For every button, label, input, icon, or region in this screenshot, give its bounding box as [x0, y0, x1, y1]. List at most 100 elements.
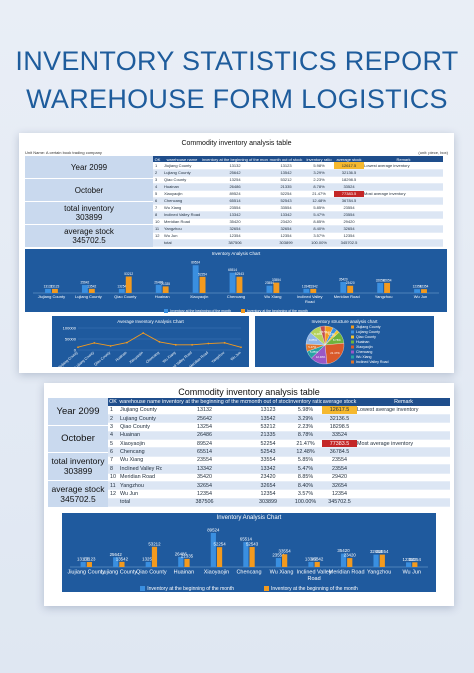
cell-avg: 23554	[322, 464, 357, 474]
cell-out: 21335	[268, 183, 304, 191]
bar-value-label: 35420	[339, 278, 348, 282]
cell-avg: 29420	[334, 218, 364, 226]
table-header-zoom: OK warehouse name inventory at the beginni…	[108, 398, 450, 406]
cell-remark	[357, 481, 450, 491]
x-tick-label: Road	[305, 299, 315, 304]
cell-begin: 32654	[162, 481, 247, 491]
legend-item-a-zoom: Inventory at the beginning of the month	[140, 586, 234, 592]
bar-chart-legend: Inventory at the beginning of the month …	[25, 309, 447, 314]
bar-value-label: 32654	[370, 549, 383, 554]
cell-out: 13123	[247, 406, 289, 415]
bar	[192, 265, 199, 293]
cell-ok: 2	[153, 169, 162, 177]
sheet-preview-zoom: Commodity inventory analysis table Year …	[44, 383, 454, 606]
bar-value-label: 21335	[181, 553, 194, 558]
cell-out: 23420	[268, 218, 304, 226]
cell-out: 33554	[247, 456, 289, 466]
cell-ratio: 3.57%	[289, 489, 322, 499]
cell-ratio: 8.40%	[289, 481, 322, 491]
bar-value-label: 52543	[235, 272, 244, 276]
cell-begin: 387506	[162, 498, 247, 508]
x-tick-label: Jiujiang County	[38, 294, 65, 299]
cell-ratio: 100.00%	[304, 239, 334, 248]
x-tick-label: Wu Jun	[230, 351, 242, 362]
cell-name: Chencang	[118, 447, 162, 457]
total-cell: total inventory 303899	[25, 202, 153, 225]
bar	[210, 532, 216, 567]
bar	[86, 562, 92, 567]
cell-avg: 18298.5	[322, 422, 357, 432]
pie-value-label: 3.57%	[319, 330, 327, 334]
bar-value-label: 53212	[124, 272, 133, 276]
table-row: 11 Yangzhou 32654 32654 8.40% 32654	[108, 481, 450, 491]
bar	[178, 556, 184, 567]
bar	[45, 288, 51, 293]
pie-legend-label: Huainan	[356, 340, 369, 344]
bar	[414, 289, 421, 293]
pie-legend-swatch	[351, 335, 354, 339]
table-row: 3 Qiao County 13254 53212 2.23% 18298.5	[153, 176, 443, 184]
bar-value-label: 13132	[77, 557, 90, 562]
bar	[347, 558, 353, 567]
cell-avg: 23554	[334, 211, 364, 219]
cell-name: Qiao County	[118, 422, 162, 432]
x-tick-label: Qiao County	[93, 351, 111, 367]
cell-remark	[364, 197, 443, 205]
cell-ratio: 5.85%	[289, 456, 322, 466]
bar	[113, 557, 119, 567]
legend-swatch-b-zoom	[264, 586, 269, 592]
table-header: OK warehouse name inventory at the beginni…	[153, 156, 443, 162]
pie-value-label: 3.29%	[328, 332, 336, 336]
x-tick-label: Huainan	[174, 570, 195, 576]
table-row: 10 Meridian Road 35420 23420 8.85% 29420	[153, 218, 443, 226]
table-row: 1 Jiujiang County 13132 13123 5.98% 12617.5 Lo…	[153, 162, 443, 170]
bar-value-label: 13254	[117, 284, 126, 288]
cell-ratio: 2.23%	[289, 422, 322, 432]
pie-legend-label: Wu Xiang	[356, 355, 372, 359]
line-point	[223, 341, 226, 344]
cell-ratio: 8.85%	[289, 473, 322, 482]
bar-chart-zoom: 13132 25642 13254 26486 89524 65514 23554 13342…	[67, 527, 428, 582]
bar	[243, 542, 249, 567]
cell-avg: 77383.5	[322, 439, 357, 449]
pie-value-label: 8.40%	[314, 332, 322, 336]
table-row: 11 Yangzhou 32654 32654 8.40% 32654	[153, 225, 443, 233]
cell-ratio: 3.29%	[304, 169, 334, 177]
cell-remark	[364, 225, 443, 233]
bar	[199, 276, 206, 293]
cell-remark	[364, 169, 443, 177]
bar	[118, 288, 125, 293]
bar	[236, 276, 243, 293]
pie-chart: 5.98%3.29%2.23%8.78% 21.47% 12.48%5.85%5.4…	[305, 325, 389, 365]
column-header: inventory at the beginning of the month	[202, 156, 268, 162]
pie-slice	[319, 325, 326, 346]
bar	[379, 554, 385, 567]
cell-begin: 26486	[202, 183, 268, 191]
cell-begin: 23554	[202, 204, 268, 212]
cell-name: Wu Xiang	[118, 456, 162, 466]
bar	[125, 276, 132, 293]
table-row: 12 Wu Jun 12354 12354 3.57% 12354	[153, 232, 443, 240]
cell-avg: 23554	[334, 204, 364, 212]
bar-value-label: 32654	[376, 549, 389, 554]
bar-value-label: 23420	[344, 553, 357, 558]
bar-chart-title: Inventory Analysis Chart	[211, 251, 261, 256]
column-header: month out of stock	[268, 156, 304, 162]
cell-out: 32654	[268, 225, 304, 233]
cell-out: 12354	[268, 232, 304, 240]
cell-ok: 6	[153, 197, 162, 205]
table-row: 2 Lujiang County 25642 13542 3.29% 32136.5	[153, 169, 443, 177]
cell-name: Inclined Valley Road	[162, 211, 202, 219]
cell-ok: 10	[153, 218, 162, 226]
cell-avg: 32136.5	[322, 414, 357, 424]
x-tick-label: Meridian Road	[329, 570, 365, 576]
bar	[273, 282, 280, 293]
bar	[373, 554, 379, 567]
summary-column-zoom: Year 2099 October total inventory 303899 …	[48, 398, 108, 507]
cell-ratio: 12.48%	[289, 447, 322, 457]
pie-legend-swatch	[351, 355, 354, 359]
bar	[340, 282, 347, 293]
x-tick-label: Wu Xiang	[264, 294, 281, 299]
